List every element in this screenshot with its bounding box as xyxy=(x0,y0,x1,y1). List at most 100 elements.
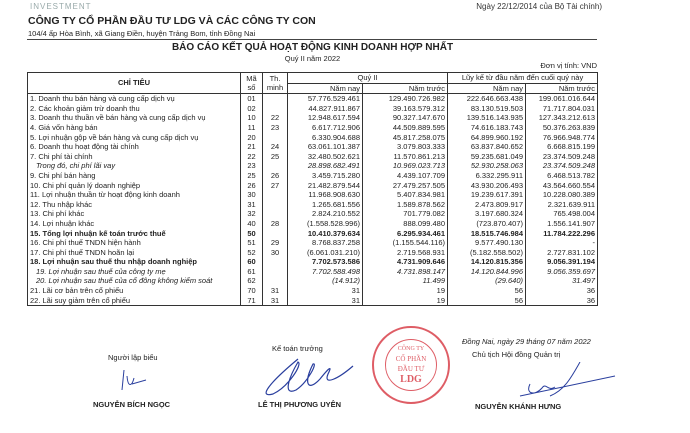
header-item: CHỈ TIÊU xyxy=(27,71,241,95)
row-code: 61 xyxy=(240,266,263,277)
row-ytd-this-year: 52.930.258.063 xyxy=(447,161,527,171)
row-item: 6. Doanh thu hoạt động tài chính xyxy=(27,142,241,152)
row-ytd-this-year: 3.197.680.324 xyxy=(447,209,527,219)
row-note xyxy=(262,266,288,277)
row-note: 31 xyxy=(262,286,288,296)
table-row: 19. Lợi nhuận sau thuế của công ty mẹ 61 7… xyxy=(27,266,599,277)
seal-line1: CÔNG TY xyxy=(397,346,425,352)
row-note xyxy=(262,161,288,171)
header-note: Th. minh xyxy=(262,71,288,95)
table-row: 13. Chi phí khác 32 2.824.210.552 701.779.0… xyxy=(27,209,599,219)
row-code: 23 xyxy=(240,161,263,171)
row-ytd-last-year: 127.343.212.613 xyxy=(525,113,599,123)
row-quarter-this-year: 7.702.573.586 xyxy=(287,257,363,267)
row-ytd-last-year: 1.556.141.907 xyxy=(525,218,599,229)
header-ytd-last-year: Năm trước xyxy=(525,82,599,95)
row-code: 11 xyxy=(240,122,263,133)
table-row: 6. Doanh thu hoạt động tài chính 21 24 63.0… xyxy=(27,142,599,152)
row-ytd-this-year: 9.577.490.130 xyxy=(447,238,527,248)
header-q-this-year: Năm nay xyxy=(287,82,363,95)
income-statement-table: CHỈ TIÊU Mã số Th. minh Quý II Lũy kế từ… xyxy=(27,71,599,307)
row-quarter-this-year: 31 xyxy=(287,286,363,296)
row-quarter-this-year: 12.948.617.594 xyxy=(287,113,363,123)
row-item: 2. Các khoản giảm trừ doanh thu xyxy=(27,103,241,114)
header-divider xyxy=(27,39,597,40)
table-row: 5. Lợi nhuận gộp về bán hàng và cung cấp… xyxy=(27,132,599,143)
row-code: 20 xyxy=(240,132,263,143)
company-seal: CÔNG TY CỔ PHẦN ĐẦU TƯ LDG xyxy=(372,326,450,404)
row-ytd-this-year: 59.235.681.049 xyxy=(447,151,527,162)
row-ytd-last-year: - xyxy=(525,238,599,248)
row-code: 62 xyxy=(240,276,263,287)
row-item: 4. Giá vốn hàng bán xyxy=(27,122,241,133)
row-item: 22. Lãi suy giảm trên cổ phiếu xyxy=(27,295,241,307)
row-ytd-last-year: 36 xyxy=(525,286,599,296)
row-code: 30 xyxy=(240,190,263,200)
row-note: 27 xyxy=(262,180,288,191)
row-quarter-this-year: 11.968.908.630 xyxy=(287,190,363,200)
row-quarter-this-year: 63.061.101.387 xyxy=(287,142,363,152)
row-ytd-this-year: 18.515.746.984 xyxy=(447,228,527,239)
row-ytd-this-year: 139.516.143.935 xyxy=(447,113,527,123)
row-note: 26 xyxy=(262,170,288,181)
row-ytd-last-year: 71.717.804.031 xyxy=(525,103,599,114)
row-ytd-this-year: 14.120.844.996 xyxy=(447,266,527,277)
row-item: 16. Chi phí thuế TNDN hiện hành xyxy=(27,238,241,248)
header-quarter: Quý II xyxy=(286,72,449,84)
row-note xyxy=(262,209,288,219)
row-note xyxy=(262,276,288,287)
row-ytd-this-year: 19.239.617.391 xyxy=(447,190,527,200)
row-note: 28 xyxy=(262,218,288,229)
row-item: 15. Tổng lợi nhuận kế toán trước thuế xyxy=(27,228,241,239)
row-note xyxy=(262,103,288,114)
row-quarter-this-year: 21.482.879.544 xyxy=(287,180,363,191)
row-quarter-last-year: 4.731.898.147 xyxy=(361,266,449,277)
row-note xyxy=(262,93,288,104)
row-item: 17. Chi phí thuế TNDN hoãn lại xyxy=(27,247,241,258)
row-quarter-this-year: (14.912) xyxy=(287,276,363,287)
row-quarter-this-year: 31 xyxy=(287,295,363,307)
row-quarter-this-year: 8.768.837.258 xyxy=(287,238,363,248)
row-quarter-last-year: 4.731.909.646 xyxy=(361,257,449,267)
row-ytd-this-year: 56 xyxy=(447,295,527,307)
seal-line3: ĐẦU TƯ xyxy=(397,365,425,373)
row-item: 5. Lợi nhuận gộp về bán hàng và cung cấp… xyxy=(27,132,241,143)
row-code: 22 xyxy=(240,151,263,162)
row-ytd-last-year: 36 xyxy=(525,295,599,307)
row-item: 19. Lợi nhuận sau thuế của công ty mẹ xyxy=(27,266,241,277)
row-ytd-this-year: 2.473.809.917 xyxy=(447,199,527,210)
row-note: 29 xyxy=(262,238,288,248)
row-quarter-this-year: 3.459.715.280 xyxy=(287,170,363,181)
row-ytd-last-year: 765.498.004 xyxy=(525,209,599,219)
seal-line4: LDG xyxy=(400,374,422,385)
row-ytd-last-year: 9.056.359.697 xyxy=(525,266,599,277)
row-quarter-last-year: 4.439.107.709 xyxy=(361,170,449,181)
row-code: 21 xyxy=(240,142,263,152)
row-ytd-this-year: 43.930.206.493 xyxy=(447,180,527,191)
row-ytd-this-year: 63.837.840.652 xyxy=(447,142,527,152)
table-row: 9. Chi phí bán hàng 25 26 3.459.715.280 4.43… xyxy=(27,170,599,181)
row-quarter-last-year: 2.719.568.931 xyxy=(361,247,449,258)
row-quarter-this-year: 1.265.681.556 xyxy=(287,199,363,210)
seal-line2: CỔ PHẦN xyxy=(395,355,427,363)
row-quarter-last-year: 701.779.082 xyxy=(361,209,449,219)
table-row: 12. Thu nhập khác 31 1.265.681.556 1.589.87… xyxy=(27,199,599,210)
row-quarter-last-year: 45.817.258.075 xyxy=(361,132,449,143)
row-item: 13. Chi phí khác xyxy=(27,209,241,219)
row-code: 01 xyxy=(240,93,263,104)
row-code: 52 xyxy=(240,247,263,258)
row-code: 70 xyxy=(240,286,263,296)
row-ytd-this-year: 64.899.960.192 xyxy=(447,132,527,143)
row-note xyxy=(262,228,288,239)
report-period: Quý II năm 2022 xyxy=(284,54,341,63)
row-code: 71 xyxy=(240,295,263,307)
row-item: 11. Lợi nhuận thuần từ hoạt động kinh do… xyxy=(27,190,241,200)
row-item: 14. Lợi nhuận khác xyxy=(27,218,241,229)
row-quarter-this-year: 2.824.210.552 xyxy=(287,209,363,219)
row-code: 51 xyxy=(240,238,263,248)
row-quarter-last-year: 19 xyxy=(361,286,449,296)
row-quarter-this-year: 10.410.379.634 xyxy=(287,228,363,239)
row-ytd-this-year: 222.646.663.438 xyxy=(447,93,527,104)
company-name: CÔNG TY CỔ PHẦN ĐẦU TƯ LDG VÀ CÁC CÔNG T… xyxy=(28,15,316,27)
row-item: 10. Chi phí quản lý doanh nghiệp xyxy=(27,180,241,191)
